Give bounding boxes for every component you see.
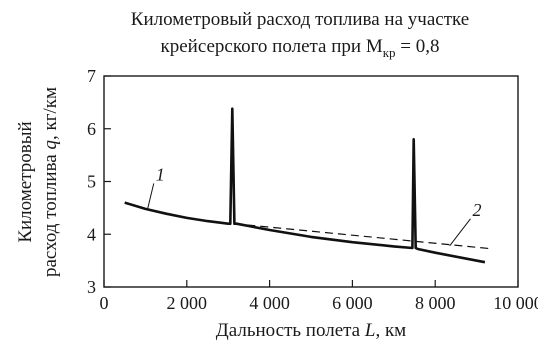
y-tick-label: 6 [87,119,96,139]
y-tick-label: 7 [87,66,96,86]
series-label: 1 [156,164,165,184]
chart-title-subscript: кр [383,45,396,60]
x-axis-label: Дальность полета L, км [216,320,406,341]
series-label: 2 [472,200,481,220]
y-axis-label-unit: , кг/км [40,87,61,140]
x-tick-label: 4 000 [249,293,290,313]
x-tick-label: 8 000 [415,293,456,313]
y-tick-label: 5 [87,172,96,192]
y-axis-label-variable: q [40,140,61,150]
x-axis-label-unit: , км [375,320,406,341]
y-axis-ticks: 3 4 5 6 7 [87,66,111,297]
x-axis-ticks: 0 2 000 4 000 6 000 8 000 10 000 [100,280,538,313]
y-axis-label-text: расход топлива [40,150,61,278]
y-tick-label: 3 [87,277,96,297]
chart-title-line-2-text: крейсерского полета при М [160,36,382,57]
chart-title-line-2: крейсерского полета при Мкр = 0,8 [160,36,439,60]
series-layer [124,107,490,264]
x-axis-label-text: Дальность полета [216,320,365,341]
series-label-leader [146,183,155,210]
chart-title-line-1: Километровый расход топлива на участке [131,9,469,30]
y-tick-label: 4 [87,224,96,244]
series-line-2 [234,223,490,250]
series-label-layer: 12 [146,164,481,247]
series-label-leader [449,218,471,247]
series-line-1 [124,107,486,264]
x-tick-label: 2 000 [167,293,208,313]
chart-title-suffix: = 0,8 [396,36,440,57]
x-tick-label: 6 000 [332,293,373,313]
y-axis-label-line-1: Километровый [15,121,36,242]
y-axis-label-line-2: расход топлива q, кг/км [40,87,61,277]
x-axis-label-variable: L [364,320,376,341]
x-tick-label: 10 000 [493,293,538,313]
x-tick-label: 0 [100,293,109,313]
